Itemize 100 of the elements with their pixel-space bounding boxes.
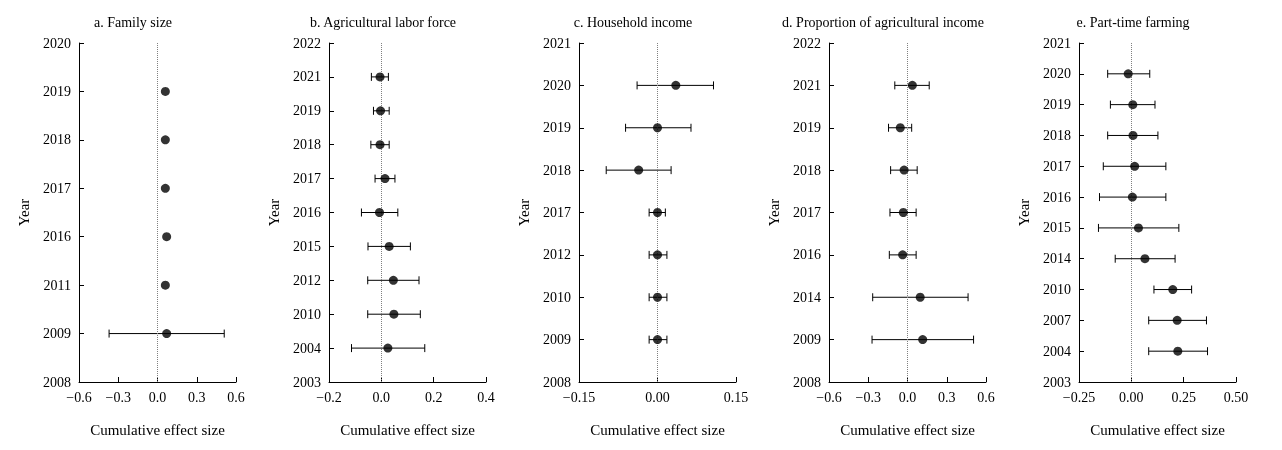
y-tick-label: 2014: [1043, 251, 1071, 267]
x-tick-label: 0.00: [645, 389, 670, 405]
y-tick-label: 2019: [793, 120, 821, 136]
y-tick-label: 2014: [793, 289, 821, 305]
y-tick-label: 2004: [1043, 343, 1071, 359]
y-tick-label: 2019: [1043, 97, 1071, 113]
chart-title: c. Household income: [573, 14, 693, 30]
y-tick-label: 2016: [793, 247, 821, 263]
point: [1133, 223, 1143, 233]
y-tick-label: 2010: [1043, 282, 1071, 298]
point: [383, 343, 393, 353]
y-axis-title: Year: [15, 198, 32, 227]
y-tick-label: 2003: [1043, 374, 1071, 390]
x-tick-label: 0.00: [1119, 389, 1144, 405]
x-tick-label: 0.4: [477, 389, 495, 405]
y-tick-label: 2008: [43, 374, 71, 390]
point: [1173, 346, 1183, 356]
x-axis-title: Cumulative effect size: [90, 421, 226, 438]
y-tick-label: 2017: [1043, 158, 1071, 174]
y-tick-label: 2021: [293, 69, 321, 85]
y-tick-label: 2020: [543, 77, 571, 93]
point: [915, 292, 925, 302]
y-tick-label: 2020: [43, 35, 71, 51]
y-tick-label: 2017: [793, 205, 821, 220]
y-tick-label: 2009: [543, 332, 571, 348]
point: [895, 123, 905, 133]
y-axis-title: Year: [765, 198, 782, 227]
y-axis-title: Year: [515, 198, 532, 227]
y-tick-label: 2007: [1043, 312, 1071, 328]
y-tick-label: 2017: [543, 205, 571, 220]
chart-title: d. Proportion of agricultural income: [782, 14, 984, 30]
point: [1168, 285, 1178, 295]
point: [375, 140, 385, 150]
x-tick-label: −0.6: [66, 389, 92, 405]
x-tick-label: 0.6: [227, 389, 245, 405]
x-tick-label: 0.0: [372, 389, 391, 405]
y-tick-label: 2009: [793, 332, 821, 348]
y-tick-label: 2011: [43, 277, 71, 293]
y-tick-label: 2019: [293, 103, 321, 119]
point: [380, 174, 390, 184]
y-tick-label: 2018: [543, 162, 571, 178]
y-tick-label: 2017: [293, 171, 321, 187]
y-axis-title: Year: [265, 198, 282, 227]
point: [1128, 130, 1138, 140]
y-tick-label: 2018: [1043, 127, 1071, 143]
point: [375, 208, 384, 217]
x-axis-title: Cumulative effect size: [1090, 421, 1226, 438]
point: [1127, 192, 1137, 202]
y-tick-label: 2018: [293, 137, 321, 153]
point: [898, 250, 908, 260]
x-tick-label: 0.0: [148, 389, 167, 405]
y-tick-label: 2015: [293, 238, 321, 254]
y-tick-label: 2016: [293, 205, 321, 220]
point: [898, 208, 908, 217]
point: [1172, 315, 1182, 325]
y-tick-label: 2022: [793, 35, 821, 51]
y-tick-label: 2012: [543, 247, 571, 263]
y-tick-label: 2020: [1043, 66, 1071, 82]
point: [1130, 161, 1140, 171]
x-tick-label: 0.6: [977, 389, 995, 405]
x-tick-label: −0.6: [816, 389, 842, 405]
point: [389, 309, 399, 319]
y-tick-label: 2021: [793, 77, 821, 93]
y-tick-label: 2021: [543, 35, 571, 51]
x-tick-label: −0.15: [562, 389, 596, 405]
y-tick-label: 2017: [43, 180, 71, 196]
y-tick-label: 2018: [793, 162, 821, 178]
x-tick-label: −0.3: [105, 389, 131, 405]
x-tick-label: 0.3: [188, 389, 206, 405]
x-tick-label: −0.25: [1062, 389, 1096, 405]
point: [1128, 100, 1138, 110]
y-tick-label: 2008: [543, 374, 571, 390]
y-tick-label: 2019: [43, 83, 71, 99]
point: [899, 165, 909, 175]
y-tick-label: 2015: [1043, 220, 1071, 236]
y-tick-label: 2008: [793, 374, 821, 390]
x-axis-title: Cumulative effect size: [590, 421, 726, 438]
x-tick-label: 0.50: [1223, 389, 1249, 405]
point: [918, 335, 928, 345]
x-tick-label: 0.15: [723, 389, 749, 405]
y-tick-label: 2012: [293, 272, 321, 288]
chart-title: e. Part-time farming: [1076, 14, 1190, 30]
x-tick-label: 0.0: [898, 389, 917, 405]
x-tick-label: −0.3: [855, 389, 881, 405]
x-tick-label: −0.2: [316, 389, 342, 405]
point: [1140, 254, 1150, 264]
point: [376, 106, 386, 116]
point: [384, 241, 394, 251]
x-axis-title: Cumulative effect size: [840, 421, 976, 438]
point: [1123, 69, 1133, 79]
x-tick-label: 0.25: [1171, 389, 1196, 405]
y-tick-label: 2009: [43, 326, 71, 342]
y-tick-label: 2022: [293, 35, 321, 51]
y-axis-title: Year: [1015, 198, 1032, 227]
x-tick-label: 0.2: [424, 389, 443, 405]
y-tick-label: 2018: [43, 132, 71, 148]
x-tick-label: 0.3: [938, 389, 956, 405]
point: [907, 80, 917, 90]
y-tick-label: 2004: [293, 340, 321, 356]
y-tick-label: 2003: [293, 374, 321, 390]
